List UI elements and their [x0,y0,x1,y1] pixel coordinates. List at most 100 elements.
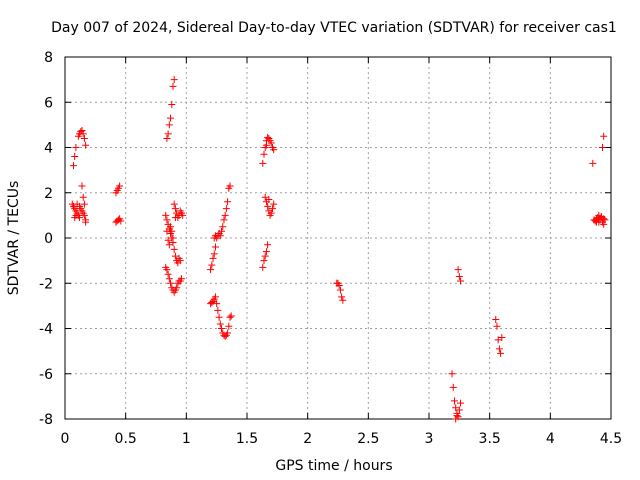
data-point [494,336,502,344]
data-point [210,250,218,258]
data-point [117,217,125,225]
data-point [164,236,172,244]
data-point [225,322,233,330]
data-point [165,241,173,249]
data-point [264,202,272,210]
data-point [165,275,173,283]
data-point [69,162,77,170]
data-point [170,76,178,84]
data-point [176,257,184,265]
data-point [167,279,175,287]
data-point [454,266,462,274]
data-points [68,76,609,423]
y-tick-label: -6 [39,367,53,383]
x-tick-label: 4.5 [600,431,622,447]
data-point [600,132,608,140]
data-point [170,200,178,208]
data-point [163,216,171,224]
data-point [80,211,88,219]
data-point [164,130,172,138]
data-point [262,248,270,256]
plot-frame [64,56,612,420]
data-point [260,150,268,158]
data-point [259,263,267,271]
y-tick-label: -4 [39,322,53,338]
data-point [265,196,273,204]
y-tick-label: -2 [39,276,53,292]
data-point [497,349,505,357]
data-point [218,227,226,235]
y-tick-label: 0 [44,231,53,247]
data-point [336,286,344,294]
data-point [493,322,501,330]
data-point [179,211,187,219]
data-point [449,383,457,391]
data-point [80,200,88,208]
data-point [213,300,221,308]
data-point [222,205,230,213]
data-point [82,218,90,226]
data-point [339,296,347,304]
y-tick-label: -8 [39,412,53,428]
data-point [599,144,607,151]
data-point [215,313,223,321]
data-point [589,159,597,167]
data-point [216,320,224,328]
data-point [264,241,272,249]
data-point [448,370,456,378]
y-tick-label: 2 [44,186,53,202]
x-axis-label: GPS time / hours [275,458,392,474]
y-axis-label: SDTVAR / TECUs [6,181,22,296]
data-point [167,114,175,122]
data-point [220,216,228,224]
data-point [170,245,178,253]
x-tick-label: 0 [61,431,70,447]
data-point [227,312,235,320]
x-tick-label: 0.5 [115,431,137,447]
data-point [226,313,234,321]
data-point [267,209,275,217]
data-point [267,139,275,147]
data-point [600,215,608,223]
data-point [78,182,86,190]
data-point [164,270,172,278]
data-point [167,223,175,231]
data-point [162,211,170,219]
y-tick-label: 4 [44,141,53,157]
data-point [224,198,232,206]
data-point [219,223,227,231]
data-point [168,227,176,235]
data-point [211,293,219,301]
data-point [270,200,278,208]
y-tick-label: 6 [44,95,53,111]
data-point [457,277,465,285]
chart-title: Day 007 of 2024, Sidereal Day-to-day VTE… [51,20,617,36]
data-point [338,293,346,301]
data-point [450,397,458,405]
data-point [171,205,179,213]
data-point [80,134,88,142]
data-point [270,146,278,154]
data-point [262,141,270,149]
data-point [169,82,177,90]
data-point [452,404,460,412]
x-tick-label: 2 [303,431,312,447]
x-tick-label: 3.5 [479,431,501,447]
data-point [211,243,219,251]
data-point [595,218,603,226]
data-point [79,193,87,201]
data-point [163,266,171,274]
data-point [226,182,234,190]
data-point [455,406,463,414]
x-tick-label: 3 [425,431,434,447]
data-point [177,275,185,283]
data-point [207,266,215,274]
data-point [79,130,87,138]
data-point [453,412,461,420]
data-point [221,211,229,219]
data-point [261,252,269,260]
data-point [492,315,500,323]
